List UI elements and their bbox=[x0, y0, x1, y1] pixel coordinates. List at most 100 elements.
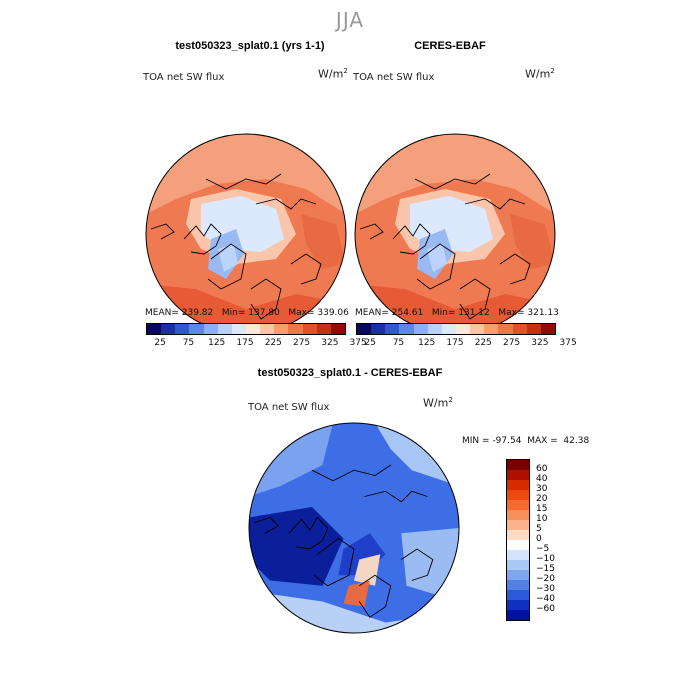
colorbar-swatch bbox=[540, 324, 555, 334]
coastline bbox=[254, 516, 280, 534]
colorbar-swatch bbox=[507, 510, 529, 520]
colorbar-tick-label: 125 bbox=[418, 338, 436, 348]
colorbar-swatch bbox=[507, 610, 529, 620]
field-band bbox=[218, 244, 238, 272]
colorbar-swatch bbox=[175, 324, 190, 334]
panel-3-colorbar bbox=[506, 459, 530, 621]
colorbar-tick-label: −60 bbox=[536, 604, 555, 614]
coastline bbox=[288, 516, 329, 550]
field-band bbox=[510, 214, 555, 269]
coastline bbox=[290, 253, 322, 285]
colorbar-tick-label: −20 bbox=[536, 574, 555, 584]
colorbar-swatch bbox=[399, 324, 414, 334]
colorbar-swatch bbox=[302, 324, 317, 334]
field-band bbox=[343, 580, 370, 607]
colorbar-swatch bbox=[526, 324, 541, 334]
colorbar-swatch bbox=[507, 500, 529, 510]
field-band bbox=[249, 507, 344, 586]
panel-3-colorbar-ticks: 60 40 30 20 15 10 5 0 −5 −10 −15 −20 −30 −40 −60 bbox=[536, 459, 576, 619]
coastline bbox=[414, 173, 491, 190]
colorbar-tick-label: 15 bbox=[536, 504, 548, 514]
colorbar-swatch bbox=[260, 324, 275, 334]
field-band bbox=[146, 134, 346, 214]
colorbar-tick-label: 60 bbox=[536, 464, 548, 474]
colorbar-tick-label: 40 bbox=[536, 474, 548, 484]
colorbar-swatch bbox=[507, 520, 529, 530]
field-band bbox=[354, 554, 381, 586]
panel-1-map bbox=[145, 133, 347, 335]
colorbar-swatch bbox=[507, 530, 529, 540]
panel-1-units: W/m2 bbox=[318, 67, 348, 81]
coastline bbox=[311, 464, 392, 482]
colorbar-swatch bbox=[189, 324, 204, 334]
colorbar-swatch bbox=[484, 324, 499, 334]
panel-2-stats: MEAN= 254.61 Min= 131.12 Max= 321.13 bbox=[355, 308, 559, 318]
panel-2-variable: TOA net SW flux bbox=[353, 72, 435, 83]
colorbar-swatch bbox=[288, 324, 303, 334]
colorbar-tick-label: 275 bbox=[292, 338, 311, 348]
colorbar-swatch bbox=[427, 324, 442, 334]
coastline bbox=[364, 490, 428, 503]
colorbar-swatch bbox=[371, 324, 386, 334]
colorbar-tick-label: 30 bbox=[536, 484, 548, 494]
panel-2-units: W/m2 bbox=[525, 67, 555, 81]
colorbar-swatch bbox=[245, 324, 261, 334]
colorbar-swatch bbox=[507, 600, 529, 610]
colorbar-tick-label: 75 bbox=[182, 338, 195, 348]
colorbar-swatch bbox=[498, 324, 513, 334]
coastline bbox=[205, 173, 282, 190]
colorbar-swatch bbox=[507, 540, 529, 550]
colorbar-tick-label: −40 bbox=[536, 594, 555, 604]
colorbar-tick-label: 325 bbox=[531, 338, 549, 348]
colorbar-swatch bbox=[455, 324, 471, 334]
colorbar-tick-label: 175 bbox=[236, 338, 254, 348]
colorbar-tick-label: −10 bbox=[536, 554, 555, 564]
coastline bbox=[358, 574, 392, 618]
panel-1-title: test050323_splat0.1 (yrs 1-1) bbox=[175, 40, 325, 52]
colorbar-swatch bbox=[231, 324, 246, 334]
colorbar-tick-label: 25 bbox=[154, 338, 166, 348]
colorbar-swatch bbox=[385, 324, 400, 334]
panel-3-stats: MIN = -97.54 MAX = 42.38 bbox=[462, 436, 590, 446]
colorbar-swatch bbox=[507, 490, 529, 500]
colorbar-swatch bbox=[507, 560, 529, 570]
panel-1-variable: TOA net SW flux bbox=[143, 72, 225, 83]
colorbar-tick-label: 325 bbox=[321, 338, 339, 348]
panel-3-units: W/m2 bbox=[423, 396, 453, 410]
coastline bbox=[392, 223, 431, 255]
colorbar-swatch bbox=[507, 580, 529, 590]
colorbar-swatch bbox=[507, 550, 529, 560]
colorbar-tick-label: 125 bbox=[208, 338, 226, 348]
colorbar-swatch bbox=[512, 324, 527, 334]
field-band bbox=[427, 244, 447, 272]
colorbar-swatch bbox=[217, 324, 232, 334]
colorbar-tick-label: 25 bbox=[364, 338, 376, 348]
colorbar-swatch bbox=[161, 324, 176, 334]
colorbar-tick-label: 0 bbox=[536, 534, 542, 544]
coastline bbox=[401, 548, 434, 581]
colorbar-tick-label: −15 bbox=[536, 564, 555, 574]
colorbar-swatch bbox=[441, 324, 456, 334]
field-band bbox=[355, 134, 555, 214]
colorbar-swatch bbox=[507, 570, 529, 580]
colorbar-swatch bbox=[470, 324, 485, 334]
colorbar-swatch bbox=[330, 324, 345, 334]
season-title: JJA bbox=[335, 8, 365, 32]
colorbar-swatch bbox=[507, 480, 529, 490]
colorbar-tick-label: 20 bbox=[536, 494, 548, 504]
coastline bbox=[313, 537, 355, 587]
coastline bbox=[464, 198, 526, 210]
panel-3-title: test050323_splat0.1 - CERES-EBAF bbox=[257, 367, 443, 379]
panel-3-map bbox=[248, 422, 460, 634]
coastline bbox=[250, 278, 282, 320]
coastline bbox=[416, 243, 456, 290]
colorbar-tick-label: 225 bbox=[474, 338, 492, 348]
colorbar-tick-label: 175 bbox=[446, 338, 464, 348]
map-boundary bbox=[248, 422, 460, 634]
coastline bbox=[459, 278, 491, 320]
colorbar-swatch bbox=[147, 324, 162, 334]
colorbar-tick-label: −5 bbox=[536, 544, 550, 554]
colorbar-swatch bbox=[507, 590, 529, 600]
colorbar-tick-label: 75 bbox=[392, 338, 405, 348]
colorbar-swatch bbox=[507, 460, 529, 470]
